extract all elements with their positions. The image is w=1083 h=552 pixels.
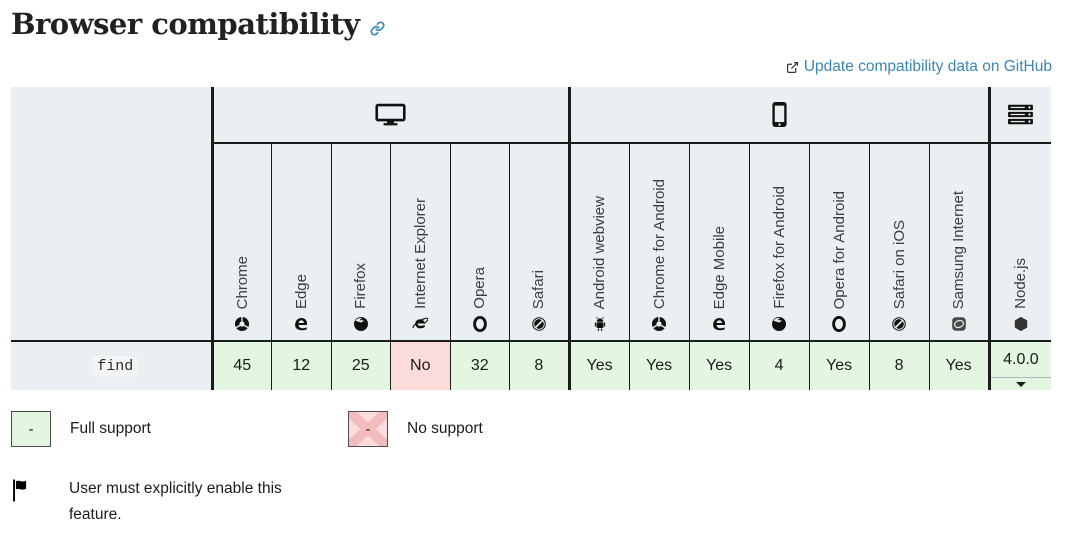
- column-label: Opera for Android: [830, 190, 848, 309]
- column-label: Safari: [530, 269, 548, 309]
- full-support-sample: -: [11, 411, 51, 447]
- column-header-firefox: Firefox: [330, 142, 391, 342]
- desktop-icon: [375, 106, 406, 123]
- nodejs-version-value: 4.0.0: [1003, 350, 1039, 368]
- flag-icon: [11, 478, 35, 503]
- column-header-chrome: Chrome: [210, 142, 272, 342]
- page-title: Browser compatibility: [11, 5, 1052, 43]
- opera-icon: [831, 316, 847, 332]
- opera-icon: [472, 316, 488, 332]
- flag-note: User must explicitly enable this feature…: [69, 480, 282, 523]
- column-header-chrome-android: Chrome for Android: [628, 142, 690, 342]
- samsung-internet-icon: [951, 316, 967, 332]
- mobile-icon: [771, 106, 788, 123]
- support-cell-samsung-internet: Yes: [928, 340, 990, 390]
- table-corner-cell: [11, 87, 212, 341]
- chrome-icon: [234, 316, 250, 332]
- android-icon: [592, 316, 608, 332]
- column-header-firefox-android: Firefox for Android: [748, 142, 810, 342]
- platform-header-mobile: [567, 87, 990, 144]
- full-support-label: Full support: [70, 420, 151, 437]
- feature-code: find: [92, 356, 139, 377]
- column-label: Node.js: [1012, 258, 1030, 309]
- support-cell-chrome: 45: [210, 340, 272, 390]
- support-cell-safari: 8: [509, 340, 570, 390]
- column-label: Android webview: [591, 195, 609, 309]
- support-cell-edge-mobile: Yes: [688, 340, 750, 390]
- firefox-icon: [353, 316, 369, 332]
- support-cell-firefox-android: 4: [748, 340, 810, 390]
- chain-link-icon: [370, 9, 385, 43]
- table-row-find: find 45 12 25 No 32 8 Yes Yes Yes 4 Yes …: [11, 340, 1052, 390]
- column-label: Edge: [292, 273, 310, 309]
- compat-table: Chrome Edge Firefox Internet Explorer Op…: [11, 87, 1052, 390]
- nodejs-icon: [1013, 316, 1029, 332]
- column-label: Internet Explorer: [411, 198, 429, 309]
- legend-item-flag: User must explicitly enable this feature…: [11, 476, 1052, 528]
- caret-down-icon: [1015, 381, 1026, 387]
- column-label: Firefox for Android: [770, 186, 788, 309]
- column-header-edge: Edge: [271, 142, 332, 342]
- section-anchor-link[interactable]: [370, 9, 385, 43]
- legend: - Full support - No support User must ex…: [11, 411, 1052, 528]
- safari-icon: [891, 316, 907, 332]
- edge-icon: [711, 316, 727, 332]
- support-cell-firefox: 25: [330, 340, 391, 390]
- column-header-android-webview: Android webview: [567, 142, 630, 342]
- browser-header-row: Chrome Edge Firefox Internet Explorer Op…: [11, 142, 1052, 342]
- page-title-text: Browser compatibility: [11, 7, 360, 41]
- column-label: Chrome for Android: [650, 178, 668, 309]
- safari-icon: [531, 316, 547, 332]
- feature-name-cell: find: [11, 340, 213, 390]
- no-support-sample: -: [348, 411, 388, 447]
- update-compat-data-link[interactable]: Update compatibility data on GitHub: [786, 58, 1052, 76]
- platform-header-desktop: [210, 87, 570, 144]
- column-label: Samsung Internet: [950, 190, 968, 309]
- internet-explorer-icon: [412, 316, 428, 332]
- column-header-edge-mobile: Edge Mobile: [688, 142, 750, 342]
- support-cell-edge: 12: [271, 340, 332, 390]
- column-header-internet-explorer: Internet Explorer: [390, 142, 451, 342]
- column-label: Chrome: [233, 255, 251, 309]
- external-link-icon: [786, 61, 799, 74]
- legend-item-no-support: - No support: [348, 411, 483, 447]
- column-label: Firefox: [352, 263, 370, 309]
- chrome-icon: [651, 316, 667, 332]
- update-link-label: Update compatibility data on GitHub: [803, 58, 1052, 75]
- support-cell-opera: 32: [449, 340, 510, 390]
- column-header-nodejs: Node.js: [987, 142, 1052, 342]
- column-header-samsung-internet: Samsung Internet: [928, 142, 990, 342]
- column-header-safari-ios: Safari on iOS: [868, 142, 930, 342]
- support-cell-safari-ios: 8: [868, 340, 930, 390]
- support-cell-internet-explorer: No: [390, 340, 451, 390]
- update-row: Update compatibility data on GitHub: [11, 58, 1052, 78]
- support-cell-chrome-android: Yes: [628, 340, 690, 390]
- platform-header-server: [987, 87, 1052, 144]
- column-header-opera-android: Opera for Android: [808, 142, 870, 342]
- firefox-icon: [771, 316, 787, 332]
- server-icon: [1007, 106, 1034, 123]
- support-cell-opera-android: Yes: [808, 340, 870, 390]
- column-label: Safari on iOS: [890, 219, 908, 309]
- edge-icon: [293, 316, 309, 332]
- platform-header-row: [11, 87, 1052, 341]
- column-header-opera: Opera: [449, 142, 510, 342]
- legend-item-full-support: - Full support: [11, 411, 348, 447]
- history-toggle: [990, 377, 1052, 390]
- column-label: Opera: [471, 267, 489, 309]
- browser-compatibility-section: Browser compatibility Update compatibili…: [0, 5, 1052, 528]
- column-header-safari: Safari: [509, 142, 570, 342]
- support-cell-nodejs[interactable]: 4.0.0: [987, 340, 1052, 390]
- column-label: Edge Mobile: [710, 225, 728, 309]
- no-support-label: No support: [407, 420, 483, 437]
- support-cell-android-webview: Yes: [567, 340, 630, 390]
